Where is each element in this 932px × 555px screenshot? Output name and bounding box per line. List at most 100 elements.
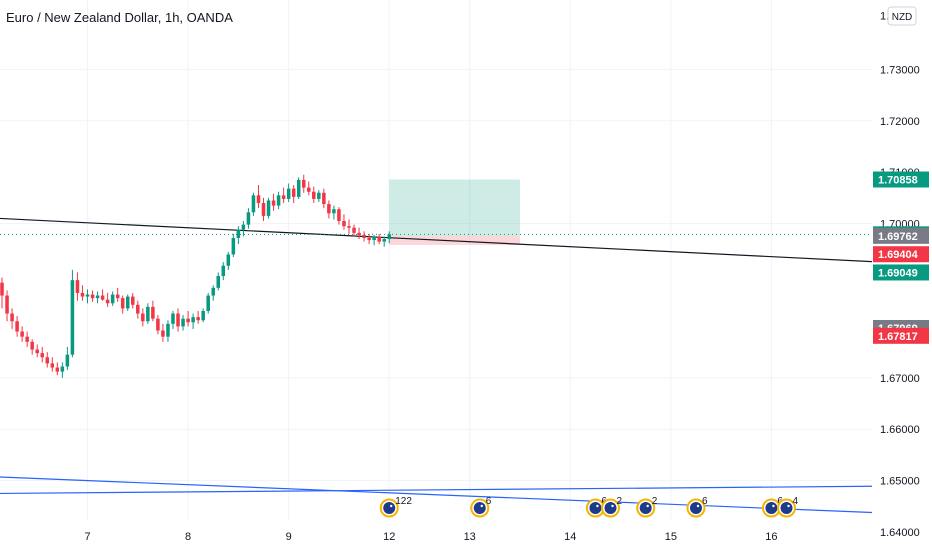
candle-body: [161, 330, 165, 337]
time-scale[interactable]: [0, 520, 872, 550]
economic-events[interactable]: 1226622664: [379, 496, 799, 518]
candle-body: [241, 224, 246, 230]
candle-body: [105, 299, 110, 304]
candle-body: [75, 280, 80, 293]
candle-body: [221, 265, 226, 277]
price-badge-bg: [873, 327, 929, 344]
candle-body: [131, 296, 135, 305]
trendlines[interactable]: [0, 217, 873, 514]
price-badge-value: 1.69404: [878, 249, 919, 261]
event-marker[interactable]: 2: [636, 496, 658, 518]
candle: [291, 185, 296, 204]
candle-body: [256, 195, 261, 204]
candles: [0, 174, 391, 378]
candle-body: [45, 357, 50, 364]
candle: [85, 289, 90, 304]
event-count: 6: [486, 496, 492, 507]
candle-body: [387, 234, 391, 240]
event-marker[interactable]: 122: [379, 496, 413, 518]
candle: [40, 346, 45, 363]
candle: [377, 233, 381, 245]
flag-star: [696, 504, 700, 508]
candle-body: [216, 276, 221, 288]
candle: [161, 323, 165, 342]
event-marker[interactable]: 6: [470, 496, 492, 518]
candle: [286, 183, 291, 203]
event-marker[interactable]: 6: [686, 496, 708, 518]
candle-body: [291, 188, 296, 197]
candle: [55, 362, 60, 376]
candle: [115, 287, 120, 302]
flag-star: [787, 504, 790, 508]
candle-body: [65, 354, 70, 367]
currency-button[interactable]: NZD: [887, 6, 917, 26]
candle-body: [281, 195, 286, 199]
candle: [372, 234, 376, 246]
price-badge-bg: [873, 264, 929, 281]
x-tick-label: 14: [564, 531, 576, 543]
trendline-3[interactable]: [0, 485, 873, 495]
candle: [25, 331, 29, 347]
long-position-tool[interactable]: [389, 179, 520, 245]
candle-body: [30, 341, 34, 350]
candle-body: [372, 236, 376, 241]
event-marker[interactable]: 2: [601, 496, 623, 518]
candle-body: [15, 321, 19, 332]
candle-body: [100, 295, 105, 300]
candle: [75, 272, 80, 301]
candle: [387, 231, 391, 244]
trendline-2[interactable]: [0, 476, 873, 514]
candle: [30, 339, 34, 355]
candle: [327, 200, 331, 219]
price-badge-bg: [873, 227, 929, 244]
candle: [362, 231, 366, 242]
candle-body: [110, 294, 115, 304]
candle-body: [176, 313, 180, 327]
candle-body: [156, 318, 160, 331]
y-tick-label: 1.64000: [880, 527, 920, 539]
candle-body: [120, 298, 125, 309]
candle-body: [226, 254, 231, 266]
flag-star: [646, 504, 649, 508]
candle: [276, 191, 281, 210]
price-badge-value: 1.67817: [878, 331, 918, 343]
candle-body: [136, 304, 140, 314]
candle-body: [181, 318, 185, 327]
event-marker[interactable]: 4: [777, 496, 799, 518]
candle: [332, 205, 336, 220]
y-tick-label: 1.72000: [880, 116, 920, 128]
candle-body: [261, 203, 266, 216]
candle-body: [327, 204, 331, 214]
candle: [95, 291, 100, 304]
price-badge-value: 1.69049: [878, 267, 918, 279]
candle: [146, 303, 150, 324]
flag-icon: [589, 502, 602, 514]
candle: [236, 226, 241, 245]
candle: [241, 221, 246, 237]
candle: [251, 192, 256, 216]
candle-body: [206, 295, 210, 311]
y-tick-label: 1.65000: [880, 476, 920, 488]
price-badge: 1.69404: [873, 246, 929, 263]
position-target-zone[interactable]: [389, 179, 520, 236]
y-tick-label: 1.66000: [880, 424, 920, 436]
candle: [226, 251, 231, 270]
candle-body: [146, 306, 150, 322]
candle: [0, 277, 4, 309]
candle-body: [5, 295, 9, 314]
candle-body: [25, 336, 29, 342]
flag-icon: [473, 502, 486, 514]
candle: [357, 227, 361, 240]
candle-body: [271, 200, 276, 206]
price-badge: 1.69049: [873, 264, 929, 281]
candle-body: [10, 313, 14, 322]
price-badge: 1.70858: [873, 171, 929, 188]
candle: [131, 292, 135, 309]
candle: [211, 285, 215, 301]
candle-body: [211, 287, 215, 296]
grid: [0, 0, 872, 533]
event-count: 2: [617, 496, 623, 507]
trendline-1[interactable]: [0, 217, 873, 263]
